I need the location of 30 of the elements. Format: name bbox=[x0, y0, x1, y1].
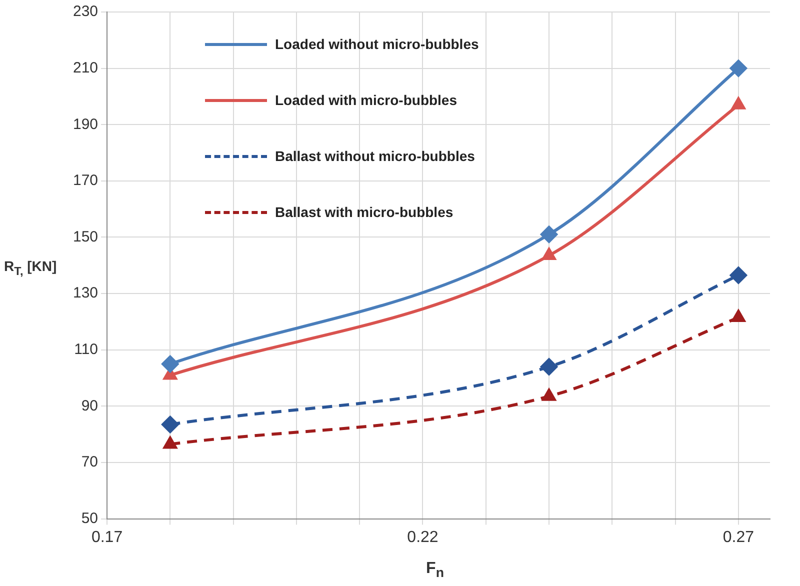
point bbox=[542, 248, 556, 260]
y-tick-label: 130 bbox=[72, 284, 98, 302]
y-tick-label: 190 bbox=[72, 116, 98, 133]
y-tick-label: 70 bbox=[81, 454, 98, 471]
legend-label: Loaded with micro-bubbles bbox=[275, 92, 458, 108]
point bbox=[163, 436, 177, 449]
point bbox=[732, 310, 746, 322]
y-tick-label: 50 bbox=[81, 510, 98, 527]
legend-label: Ballast without micro-bubbles bbox=[275, 148, 475, 164]
point bbox=[542, 388, 556, 401]
x-tick-label: 0.27 bbox=[722, 528, 754, 546]
point bbox=[730, 60, 747, 77]
x-tick-label: 0.22 bbox=[407, 528, 438, 546]
legend-label: Loaded without micro-bubbles bbox=[275, 36, 479, 52]
y-tick-label: 170 bbox=[72, 172, 98, 190]
point bbox=[732, 97, 746, 110]
y-tick-label: 210 bbox=[72, 59, 98, 76]
point bbox=[730, 266, 747, 284]
point bbox=[162, 416, 179, 433]
point bbox=[540, 358, 558, 376]
x-tick-label: 0.17 bbox=[91, 528, 123, 546]
point bbox=[162, 355, 179, 372]
y-tick-label: 150 bbox=[72, 228, 98, 246]
y-tick-label: 110 bbox=[74, 341, 98, 358]
y-axis-title: R$_{T,}$ [KN] bbox=[4, 258, 57, 278]
legend-label: Ballast with micro-bubbles bbox=[275, 204, 454, 220]
point bbox=[540, 226, 558, 243]
y-tick-label: 90 bbox=[81, 397, 98, 414]
y-tick-label: 230 bbox=[72, 3, 98, 20]
x-axis-title: F$_{n}$ bbox=[426, 560, 444, 580]
